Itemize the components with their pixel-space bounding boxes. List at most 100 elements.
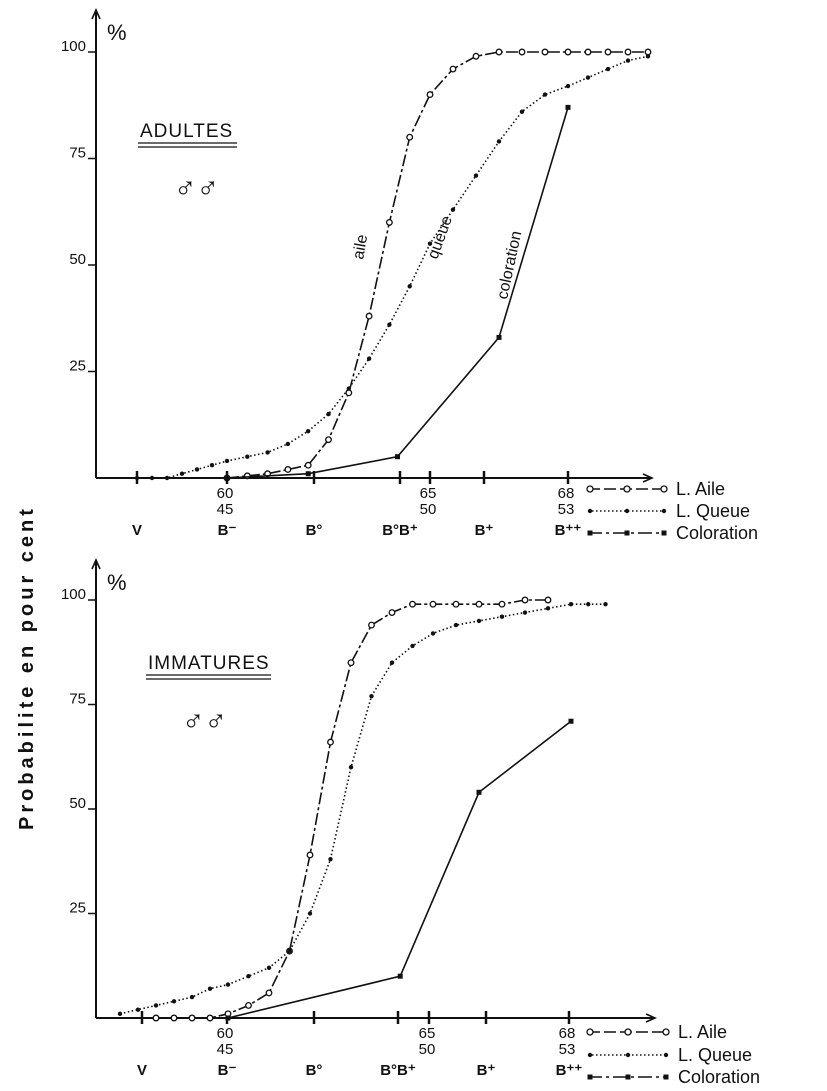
x-tick-label-upper: 60 xyxy=(217,1025,234,1042)
y-tick-label: 100 xyxy=(61,38,86,55)
data-point xyxy=(397,973,403,979)
data-point xyxy=(496,139,502,144)
x-tick-label-lower: 45 xyxy=(217,501,234,518)
data-point xyxy=(521,596,529,604)
data-point xyxy=(307,911,313,916)
data-point xyxy=(368,621,375,629)
legend-marker xyxy=(587,1052,593,1058)
data-point xyxy=(568,601,574,607)
data-point xyxy=(395,454,401,460)
data-point xyxy=(544,596,552,604)
y-tick-label: 50 xyxy=(69,795,86,812)
panel-title: ADULTES xyxy=(140,121,233,142)
legend-marker xyxy=(624,508,630,514)
legend-label: Coloration xyxy=(676,523,758,543)
data-point xyxy=(522,610,528,615)
x-tick-label-upper: 68 xyxy=(559,1025,576,1042)
x-category-label: B° xyxy=(306,1062,323,1079)
data-point xyxy=(243,472,251,480)
data-point xyxy=(287,948,292,954)
data-point xyxy=(476,618,482,624)
data-point xyxy=(348,765,354,770)
data-point xyxy=(246,974,251,979)
x-category-label: B⁺ xyxy=(477,1062,496,1079)
data-point xyxy=(495,48,503,56)
data-point xyxy=(472,52,480,60)
data-point xyxy=(644,48,652,56)
data-point xyxy=(188,1014,196,1022)
x-axis-arrow xyxy=(645,1013,657,1023)
x-category-label: B⁻ xyxy=(218,522,237,539)
data-point xyxy=(499,614,505,619)
data-point xyxy=(266,965,272,971)
legend-label: L. Aile xyxy=(678,1022,727,1042)
legend-marker xyxy=(587,508,593,514)
legend-label: L. Queue xyxy=(676,501,750,521)
data-point xyxy=(209,463,215,468)
data-point xyxy=(265,450,270,455)
x-category-label: B⁻ xyxy=(218,1062,237,1079)
series-coloration xyxy=(224,104,571,481)
data-point xyxy=(450,207,456,212)
x-category-label: B⁺⁺ xyxy=(555,522,582,539)
series-l-queue xyxy=(134,54,651,481)
data-point xyxy=(207,986,213,991)
data-point xyxy=(149,475,155,481)
data-point xyxy=(603,601,608,607)
data-point xyxy=(152,1014,160,1022)
x-category-label: V xyxy=(137,1062,147,1079)
series-line xyxy=(137,55,649,479)
data-point xyxy=(449,65,457,73)
data-point xyxy=(584,48,592,56)
data-point xyxy=(135,1007,141,1012)
legend-marker xyxy=(663,1074,669,1080)
data-point xyxy=(518,48,526,56)
legend-label: L. Aile xyxy=(676,479,725,499)
data-point xyxy=(565,104,571,110)
data-point xyxy=(645,54,651,59)
data-point xyxy=(389,660,395,665)
data-point xyxy=(170,1014,178,1022)
data-point xyxy=(245,1002,252,1009)
data-point xyxy=(347,659,355,667)
legend-label: L. Queue xyxy=(678,1045,752,1065)
data-point xyxy=(387,322,392,327)
legend-marker xyxy=(625,1074,631,1080)
series-l-queue xyxy=(117,601,608,1017)
data-point xyxy=(605,66,611,72)
x-axis-arrow xyxy=(642,473,654,483)
data-point xyxy=(476,789,482,795)
data-point xyxy=(153,1003,159,1008)
x-category-label: B⁺⁺ xyxy=(556,1062,583,1079)
panel-subtitle: ♂♂ xyxy=(182,704,227,737)
data-point xyxy=(326,411,331,417)
data-point xyxy=(406,133,414,141)
data-point xyxy=(430,631,436,636)
series-line xyxy=(226,51,648,479)
data-point xyxy=(385,218,393,226)
legend-marker xyxy=(587,530,593,536)
data-point xyxy=(305,471,311,477)
legend-marker xyxy=(660,485,668,493)
data-point xyxy=(542,92,548,97)
y-axis-arrow xyxy=(91,8,101,20)
legend-label: Coloration xyxy=(678,1067,760,1087)
data-point xyxy=(545,606,551,611)
x-tick-label-lower: 50 xyxy=(420,501,437,518)
y-axis-arrow xyxy=(91,558,101,570)
legend-marker xyxy=(625,1052,631,1058)
series-l-aile xyxy=(223,48,652,482)
legend-marker xyxy=(623,485,631,493)
x-category-label: B⁺ xyxy=(475,522,494,539)
data-point xyxy=(164,475,170,481)
x-tick-label-lower: 53 xyxy=(559,1041,576,1058)
data-point xyxy=(306,428,311,434)
curve-label-queue: queue xyxy=(425,214,456,262)
series-line xyxy=(227,720,572,1019)
y-tick-label: 25 xyxy=(69,358,86,375)
data-point xyxy=(304,461,312,469)
